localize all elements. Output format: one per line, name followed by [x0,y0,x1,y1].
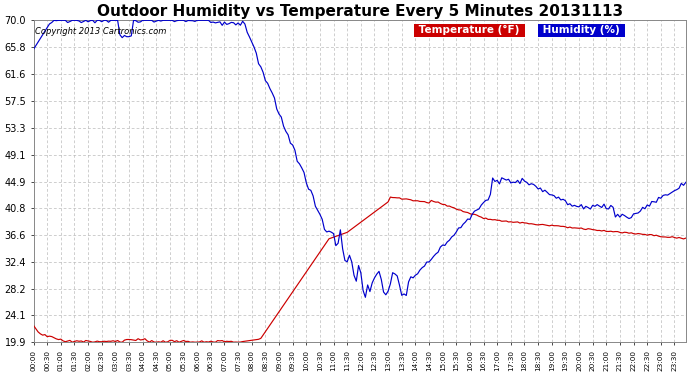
Text: Temperature (°F): Temperature (°F) [415,25,523,35]
Title: Outdoor Humidity vs Temperature Every 5 Minutes 20131113: Outdoor Humidity vs Temperature Every 5 … [97,4,623,19]
Text: Copyright 2013 Cartronics.com: Copyright 2013 Cartronics.com [35,27,166,36]
Text: Humidity (%): Humidity (%) [539,25,624,35]
